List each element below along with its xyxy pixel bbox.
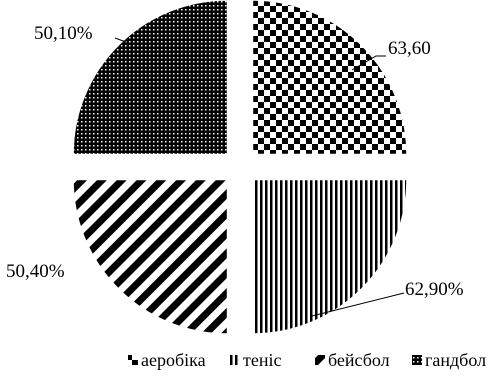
legend-swatch-аеробіка [128, 355, 138, 365]
data-label-теніс: 62,90% [405, 279, 464, 300]
leader-line-теніс [311, 292, 405, 317]
leader-line-аеробіка [351, 55, 386, 71]
data-label-бейсбол: 50,40% [6, 261, 65, 282]
legend-label-бейсбол: бейсбол [328, 350, 390, 370]
pie-slice-бейсбол [72, 179, 228, 335]
legend-swatch-теніс [230, 355, 240, 365]
pie-slice-гандбол [72, 0, 228, 155]
pie-slice-аеробіка [252, 0, 408, 155]
data-label-гандбол: 50,10% [34, 23, 93, 44]
legend-swatch-бейсбол [315, 355, 325, 365]
leader-line-гандбол [114, 37, 127, 43]
legend-label-теніс: теніс [243, 350, 281, 370]
legend-label-гандбол: гандбол [425, 350, 486, 370]
legend-swatch-гандбол [412, 355, 422, 365]
legend-label-аеробіка: аеробіка [141, 350, 206, 370]
data-label-аеробіка: 63,60 [388, 38, 431, 59]
pie-slice-теніс [252, 179, 408, 335]
